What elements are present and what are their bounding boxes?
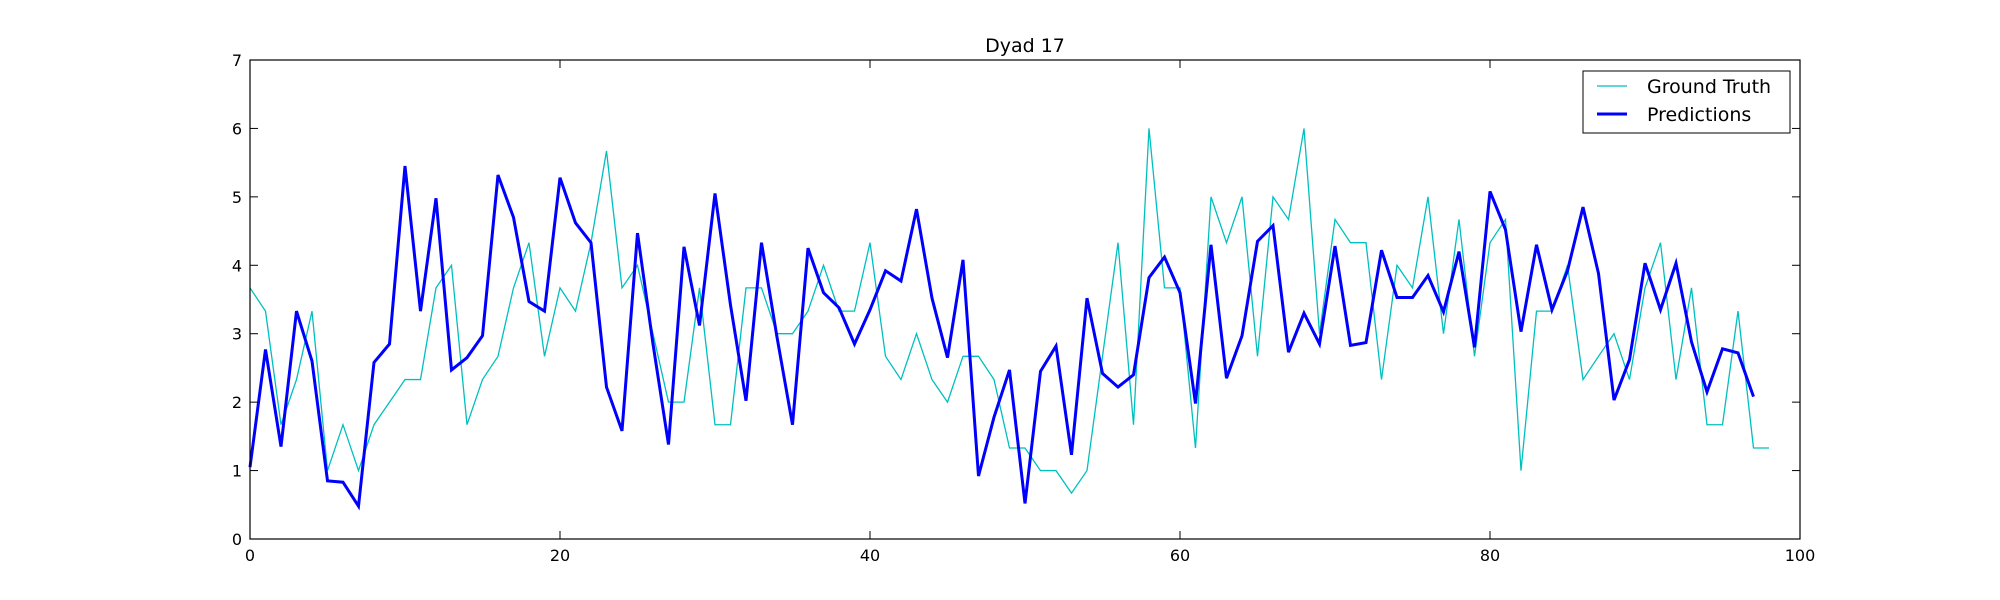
legend-box (1582, 70, 1791, 134)
x-tick-label: 0 (245, 546, 255, 565)
x-tick-label: 60 (1170, 546, 1190, 565)
y-tick-label: 3 (232, 325, 242, 344)
x-tick-label: 20 (550, 546, 570, 565)
series-layer (248, 128, 1769, 511)
series-line-predictions (248, 165, 1755, 511)
y-tick-label: 7 (232, 51, 242, 70)
y-tick-label: 5 (232, 188, 242, 207)
y-tick-label: 6 (232, 119, 242, 138)
legend-label-predictions: Predictions (1647, 104, 1751, 126)
x-tick-label: 40 (860, 546, 880, 565)
series-line-ground-truth (249, 128, 1769, 495)
x-tick-label: 100 (1785, 546, 1816, 565)
y-tick-label: 4 (232, 256, 242, 275)
x-tick-label: 80 (1480, 546, 1500, 565)
y-axis: 0 1 2 3 4 5 6 7 (232, 51, 1800, 549)
chart-title: Dyad 17 (985, 35, 1065, 57)
legend-label-ground-truth: Ground Truth (1647, 76, 1771, 98)
plot-frame (249, 59, 1801, 540)
y-tick-label: 2 (232, 393, 242, 412)
y-tick-label: 1 (232, 462, 242, 481)
y-tick-label: 0 (232, 530, 242, 549)
x-axis: 0 20 40 60 80 100 (245, 60, 1815, 565)
legend: Ground Truth Predictions (1582, 70, 1791, 134)
